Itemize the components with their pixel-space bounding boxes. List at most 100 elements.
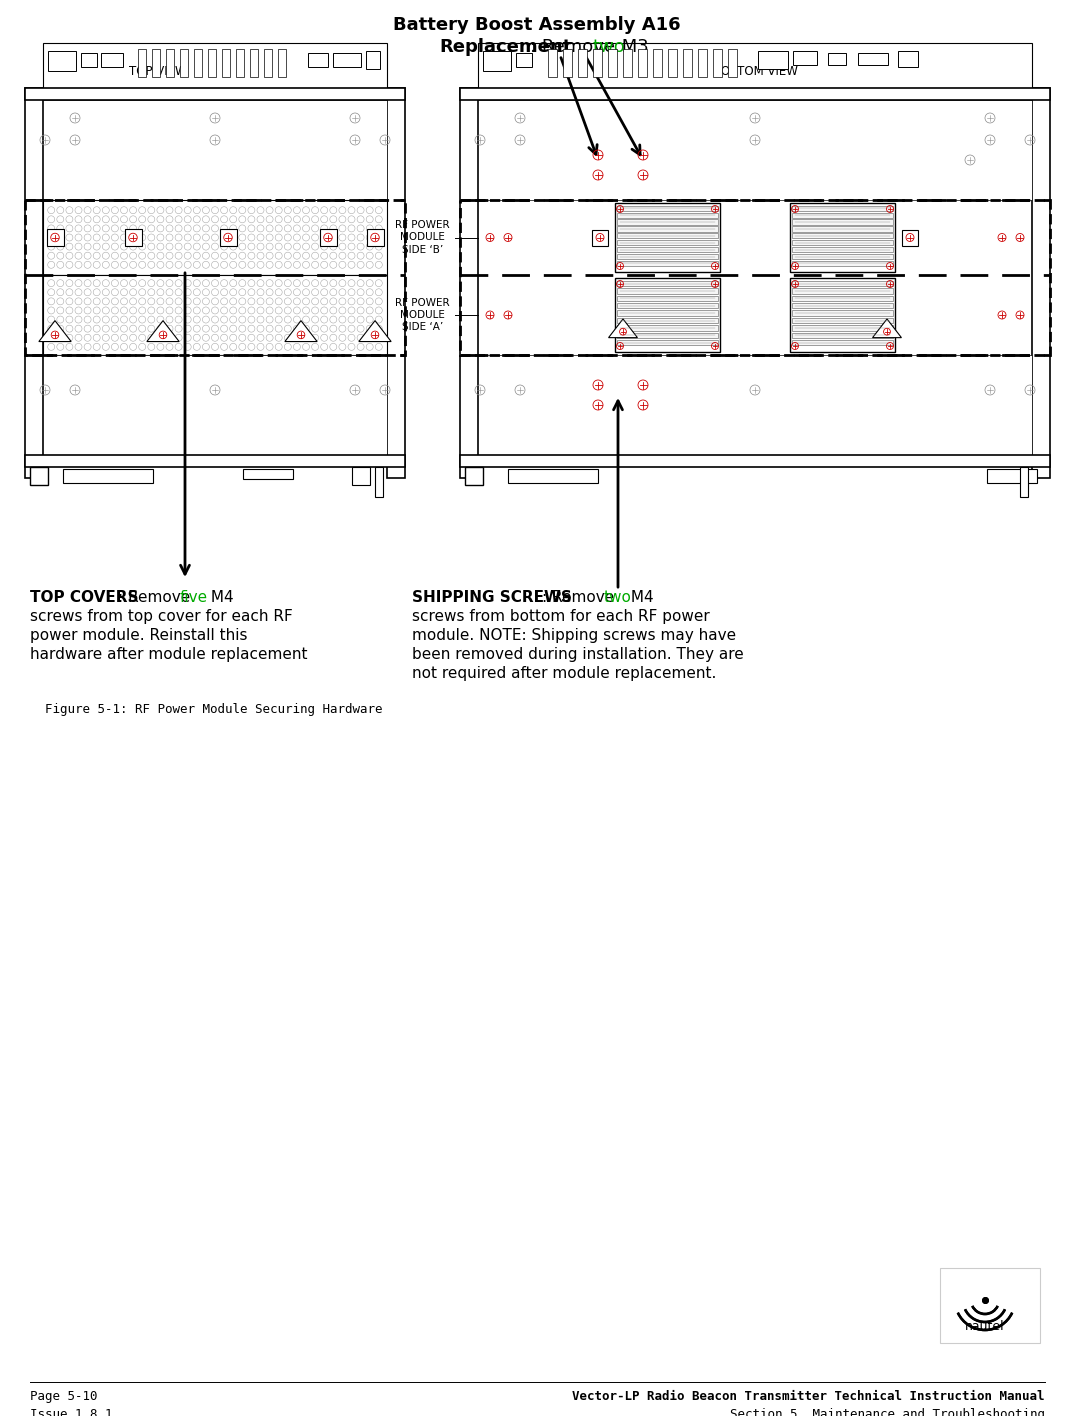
Bar [278,50,286,76]
Bar [63,469,153,483]
Bar [516,52,532,67]
Bar [902,229,918,245]
Bar [125,229,142,246]
Bar [352,467,370,486]
Bar [207,50,216,76]
Bar [243,469,293,479]
Text: Replacement: Replacement [440,38,572,57]
Bar [792,317,893,323]
Bar [166,50,174,76]
Bar [25,88,43,479]
Bar [460,88,1050,101]
Bar [264,50,272,76]
Bar [792,241,893,245]
Bar [617,340,718,346]
Polygon shape [608,319,637,337]
Text: been removed during installation. They are: been removed during installation. They a… [412,647,744,663]
Polygon shape [359,320,391,341]
Text: TOP VIEW: TOP VIEW [129,65,187,78]
Polygon shape [285,320,317,341]
Bar [1032,88,1050,479]
Text: TOP COVERS: TOP COVERS [30,590,139,605]
Bar [367,229,384,246]
Text: Page 5-10: Page 5-10 [30,1391,98,1403]
Text: M3: M3 [616,38,649,57]
Bar [617,303,718,309]
Bar [617,234,718,238]
Bar [608,50,617,76]
Bar [548,50,557,76]
Bar [465,467,483,486]
Bar [617,317,718,323]
Bar [180,50,188,76]
Text: module. NOTE: Shipping screws may have: module. NOTE: Shipping screws may have [412,629,736,643]
Bar [387,88,405,479]
Bar [101,52,123,67]
Bar [758,51,788,69]
Bar [792,333,893,338]
Bar [617,253,718,259]
Bar [578,50,587,76]
Bar [138,50,146,76]
Bar [1020,467,1028,497]
Bar [617,280,718,286]
Bar [653,50,662,76]
Bar [478,355,1032,455]
Bar [236,50,244,76]
Bar [940,1267,1040,1342]
Bar [617,219,718,225]
Polygon shape [39,320,71,341]
Bar [48,51,76,71]
Bar [319,229,336,246]
Bar [43,42,387,88]
Text: Battery Boost Assembly A16: Battery Boost Assembly A16 [393,16,680,34]
Bar [617,287,718,293]
Bar [898,51,918,67]
Text: M4: M4 [206,590,233,605]
Bar [828,52,846,65]
Text: : Remove: : Remove [530,38,620,57]
Polygon shape [147,320,180,341]
Text: not required after module replacement.: not required after module replacement. [412,666,716,681]
Text: : Remove: : Remove [542,590,619,605]
Bar [25,200,405,355]
Bar [668,50,677,76]
Bar [460,200,1050,355]
Text: two: two [592,38,626,57]
Bar [460,455,1050,467]
Bar [615,202,720,272]
Bar [637,50,647,76]
Bar [792,227,893,232]
Bar [698,50,707,76]
Bar [792,246,893,252]
Bar [617,241,718,245]
Text: Issue 1.8.1: Issue 1.8.1 [30,1408,113,1416]
Bar [309,52,328,67]
Bar [713,50,722,76]
Text: BOTTOM VIEW: BOTTOM VIEW [713,65,798,78]
Bar [223,50,230,76]
Bar [25,88,405,101]
Bar [792,303,893,309]
Bar [592,229,608,245]
Text: nautel: nautel [965,1320,1005,1332]
Bar [790,278,895,353]
Bar [366,51,379,69]
Bar [792,310,893,316]
Bar [375,467,383,497]
Bar [792,219,893,225]
Bar [333,52,361,67]
Text: power module. Reinstall this: power module. Reinstall this [30,629,247,643]
Bar [793,51,817,65]
Text: Figure 5-1: RF Power Module Securing Hardware: Figure 5-1: RF Power Module Securing Har… [45,702,383,716]
Bar [792,280,893,286]
Bar [460,88,478,479]
Bar [563,50,572,76]
Text: : Remove: : Remove [118,590,196,605]
Bar [792,234,893,238]
Bar [81,52,97,67]
Text: screws from bottom for each RF power: screws from bottom for each RF power [412,609,710,624]
Bar [152,50,160,76]
Bar [617,326,718,331]
Bar [250,50,258,76]
